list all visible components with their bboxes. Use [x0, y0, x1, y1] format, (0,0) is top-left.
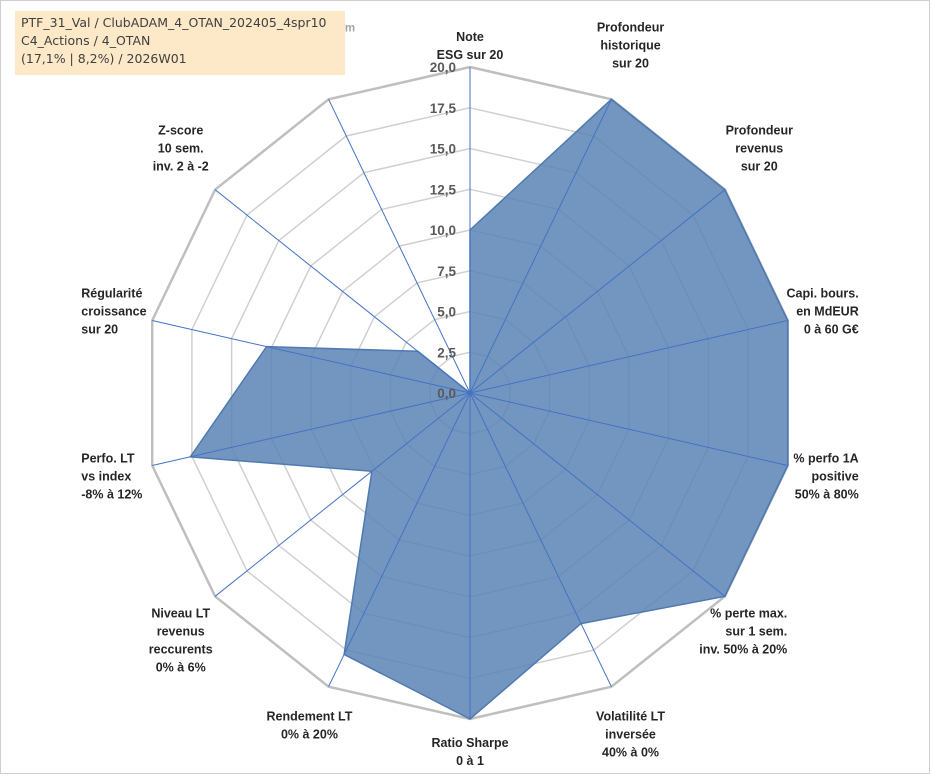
axis-label: Niveau LT revenus reccurents 0% à 6% — [149, 607, 213, 675]
axis-label-line: sur 20 — [612, 57, 649, 71]
axis-label: Note ESG sur 20 — [437, 30, 504, 62]
tick-label: 12,5 — [430, 182, 457, 197]
axis-label-line: % perfo 1A — [793, 451, 858, 465]
portfolio-name: PTF_31_Val / ClubADAM_4_OTAN_202405_4spr… — [21, 14, 339, 32]
axis-label: % perfo 1A positive 50% à 80% — [793, 451, 858, 501]
series-area — [190, 99, 788, 719]
axis-label-line: croissance — [81, 305, 146, 319]
axis-label-line: en MdEUR — [796, 305, 859, 319]
axis-label-line: Ratio Sharpe — [431, 736, 508, 750]
axis-label: Rendement LT 0% à 20% — [267, 709, 353, 741]
tick-label: 20,0 — [430, 60, 456, 75]
axis-label-line: ESG sur 20 — [437, 48, 504, 62]
axis-label-line: Z-score — [158, 123, 203, 137]
axis-label-line: reccurents — [149, 643, 213, 657]
axis-label-line: revenus — [735, 141, 783, 155]
axis-label-line: Volatilité LT — [596, 709, 665, 723]
tick-label: 7,5 — [437, 264, 456, 279]
axis-label-line: sur 20 — [741, 159, 778, 173]
tick-label: 0,0 — [437, 386, 456, 401]
axis-label-line: Rendement LT — [267, 709, 353, 723]
axis-label-line: positive — [811, 469, 858, 483]
axis-label-line: 10 sem. — [158, 141, 204, 155]
axis-label-line: historique — [600, 39, 660, 53]
axis-label: Capi. bours. en MdEUR 0 à 60 G€ — [786, 287, 858, 337]
axis-label-line: Profondeur — [726, 123, 793, 137]
axis-label-line: sur 1 sem. — [725, 625, 787, 639]
axis-label: Profondeur revenus sur 20 — [726, 123, 793, 173]
axis-label-line: % perte max. — [710, 607, 787, 621]
axis-label-line: -8% à 12% — [81, 487, 142, 501]
portfolio-category: C4_Actions / 4_OTAN — [21, 32, 339, 50]
axis-label: Perfo. LT vs index -8% à 12% — [81, 451, 142, 501]
axis-label-line: 40% à 0% — [602, 745, 659, 759]
axis-label-line: inv. 2 à -2 — [153, 159, 209, 173]
axis-label-line: Régularité — [81, 287, 142, 301]
axis-label-line: inv. 50% à 20% — [699, 643, 787, 657]
tick-label: 15,0 — [430, 142, 456, 157]
tick-label: 5,0 — [437, 305, 456, 320]
portfolio-stats: (17,1% | 8,2%) / 2026W01 — [21, 50, 339, 68]
axis-label-line: 0 à 60 G€ — [804, 323, 859, 337]
axis-label: Volatilité LT inversée 40% à 0% — [596, 709, 665, 759]
axis-label: Profondeur historique sur 20 — [597, 21, 664, 71]
tick-label: 2,5 — [437, 345, 456, 360]
axis-label-line: 50% à 80% — [795, 487, 859, 501]
axis-label: Régularité croissance sur 20 — [81, 287, 146, 337]
axis-label-line: 0 à 1 — [456, 754, 484, 768]
axis-label-line: revenus — [157, 625, 205, 639]
axis-label-line: 0% à 6% — [156, 661, 206, 675]
axis-label: Z-score 10 sem. inv. 2 à -2 — [153, 123, 209, 173]
axis-label-line: 0% à 20% — [281, 727, 338, 741]
axis-label-line: Profondeur — [597, 21, 664, 35]
axis-label-line: Perfo. LT — [81, 451, 135, 465]
portfolio-info-box: PTF_31_Val / ClubADAM_4_OTAN_202405_4spr… — [15, 11, 345, 75]
axis-label: Ratio Sharpe 0 à 1 — [431, 736, 508, 768]
axis-label: % perte max. sur 1 sem. inv. 50% à 20% — [699, 607, 787, 657]
axis-label-line: sur 20 — [81, 323, 118, 337]
axis-label-line: vs index — [81, 469, 131, 483]
axis-label-line: Note — [456, 30, 484, 44]
axis-label-line: Capi. bours. — [786, 287, 858, 301]
tick-label: 17,5 — [430, 101, 457, 116]
axis-label-line: Niveau LT — [151, 607, 210, 621]
axis-label-line: inversée — [605, 727, 656, 741]
tick-label: 10,0 — [430, 223, 456, 238]
